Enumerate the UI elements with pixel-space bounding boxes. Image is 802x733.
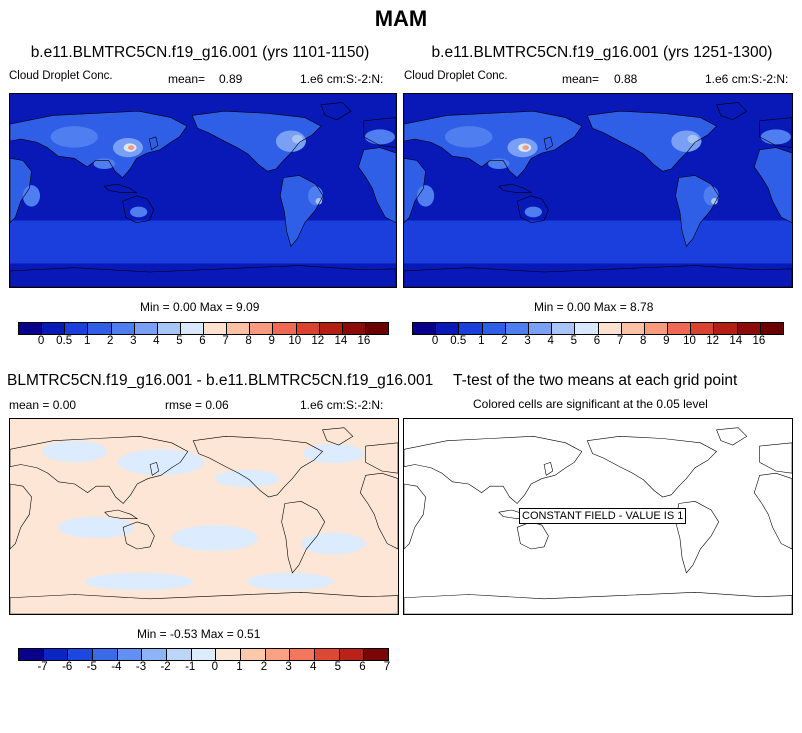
colorbar-tick-label: 4 [309, 661, 317, 673]
colorbar-tick-label: 3 [524, 335, 531, 347]
panel3-units: 1.e6 cm:S:-2:N: [300, 398, 384, 412]
panel2-map [403, 93, 793, 288]
colorbar-tick-label: 10 [288, 335, 302, 347]
colorbar-tick-label: 1 [236, 661, 243, 673]
colorbar-tick-label: 12 [706, 335, 720, 347]
colorbar-tick-label: 4 [547, 335, 554, 347]
panel1-mean-label: mean= [168, 72, 206, 86]
colorbar-tick-label: 0.5 [450, 335, 467, 347]
panel2-mean-label: mean= [562, 72, 600, 86]
colorbar-tick-label: -7 [37, 661, 48, 673]
colorbar-tick-label: 5 [334, 661, 341, 673]
panel2-title: b.e11.BLMTRC5CN.f19_g16.001 (yrs 1251-13… [431, 44, 773, 61]
colorbar-tick-label: -2 [160, 661, 171, 673]
colorbar-tick-label: 2 [501, 335, 508, 347]
colorbar-tick-label: 10 [683, 335, 696, 347]
colorbar-tick-label: 9 [663, 335, 670, 347]
colorbar-tick-label: 1 [478, 335, 485, 347]
colorbar-tick-label: -1 [185, 661, 196, 673]
panel1-colorbar [18, 322, 389, 335]
panel3-title: BLMTRC5CN.f19_g16.001 - b.e11.BLMTRC5CN.… [7, 372, 434, 389]
colorbar-tick-label: 7 [616, 335, 624, 347]
panel1-map [9, 93, 397, 288]
colorbar-tick-label: 4 [153, 335, 160, 347]
colorbar-tick-label: 12 [311, 335, 325, 347]
colorbar-tick-label: 7 [222, 335, 229, 347]
colorbar-tick-label: 0 [37, 335, 45, 347]
colorbar-tick-label: 6 [593, 335, 601, 347]
colorbar-tick-label: 3 [285, 661, 292, 673]
panel1-minmax: Min = 0.00 Max = 9.09 [140, 300, 260, 314]
panel1-mean-value: 0.89 [219, 72, 243, 86]
colorbar-tick-label: 14 [334, 335, 348, 347]
colorbar-tick-label: 6 [359, 661, 366, 673]
colorbar-tick-label: 0 [211, 661, 218, 673]
colorbar-tick-label: 1 [83, 335, 91, 347]
panel1-units: 1.e6 cm:S:-2:N: [300, 72, 384, 86]
colorbar-tick-label: 16 [752, 335, 766, 347]
colorbar-tick-label: 7 [383, 661, 391, 673]
colorbar-tick-label: 2 [260, 661, 268, 673]
panel3-colorbar [18, 648, 389, 661]
colorbar-tick-label: 14 [729, 335, 743, 347]
constant-field-label: CONSTANT FIELD - VALUE IS 1 [519, 508, 687, 524]
colorbar-tick-label: 6 [199, 335, 206, 347]
colorbar-tick-label: 3 [130, 335, 137, 347]
panel4-subtitle: Colored cells are significant at the 0.0… [473, 397, 708, 411]
panel2-mean-value: 0.88 [614, 72, 638, 86]
panel2-colorbar [412, 322, 784, 335]
colorbar-tick-label: -5 [86, 661, 97, 673]
colorbar-tick-label: -6 [62, 661, 73, 673]
panel1-variable: Cloud Droplet Conc. [9, 70, 113, 82]
colorbar-tick-label: 8 [640, 335, 647, 347]
panel3-rmse: rmse = 0.06 [165, 398, 229, 412]
colorbar-tick-label: 16 [357, 335, 371, 347]
panel3-map [9, 418, 399, 615]
panel2-minmax: Min = 0.00 Max = 8.78 [534, 300, 654, 314]
colorbar-tick-label: 9 [268, 335, 275, 347]
panel3-mean: mean = 0.00 [9, 398, 77, 412]
main-title: MAM [374, 6, 428, 31]
panel3-minmax: Min = -0.53 Max = 0.51 [137, 627, 261, 641]
panel2-variable: Cloud Droplet Conc. [404, 70, 508, 82]
colorbar-tick-label: 0 [431, 335, 439, 347]
panel1-title: b.e11.BLMTRC5CN.f19_g16.001 (yrs 1101-11… [30, 44, 370, 61]
colorbar-tick-label: 0.5 [56, 335, 73, 347]
colorbar-tick-label: -4 [111, 661, 122, 673]
panel2-units: 1.e6 cm:S:-2:N: [705, 72, 789, 86]
colorbar-tick-label: 5 [570, 335, 578, 347]
colorbar-tick-label: 5 [176, 335, 183, 347]
panel4-title: T-test of the two means at each grid poi… [453, 372, 738, 389]
colorbar-tick-label: -3 [135, 661, 147, 673]
colorbar-tick-label: 8 [245, 335, 252, 347]
colorbar-tick-label: 2 [107, 335, 114, 347]
